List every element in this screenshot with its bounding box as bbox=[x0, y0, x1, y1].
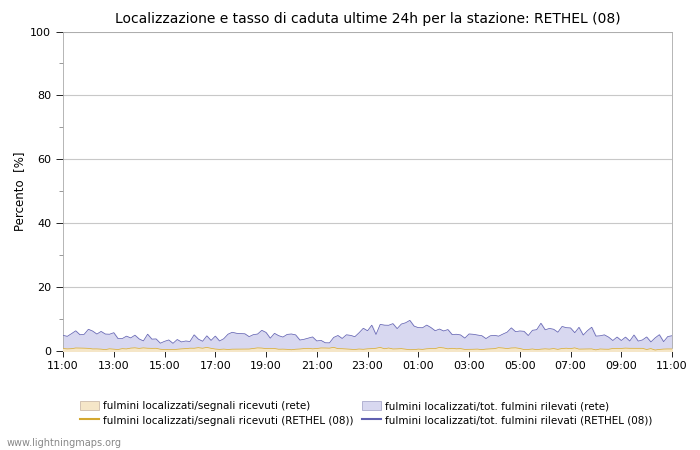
Text: www.lightningmaps.org: www.lightningmaps.org bbox=[7, 438, 122, 448]
Title: Localizzazione e tasso di caduta ultime 24h per la stazione: RETHEL (08): Localizzazione e tasso di caduta ultime … bbox=[115, 12, 620, 26]
Legend: fulmini localizzati/segnali ricevuti (rete), fulmini localizzati/segnali ricevut: fulmini localizzati/segnali ricevuti (re… bbox=[80, 401, 652, 426]
Y-axis label: Percento  [%]: Percento [%] bbox=[13, 152, 26, 231]
